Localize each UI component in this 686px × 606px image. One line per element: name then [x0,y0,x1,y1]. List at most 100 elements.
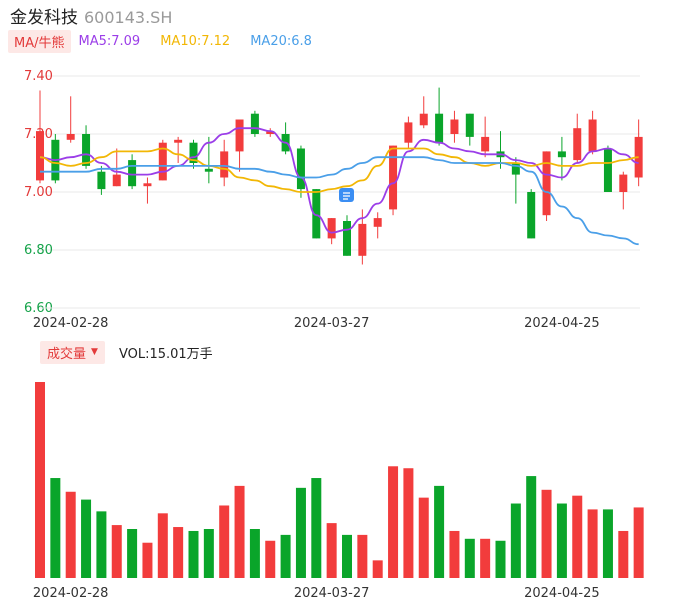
volume-bar [403,468,414,578]
y-tick-label: 7.40 [24,69,53,84]
candle-body [435,113,444,143]
volume-bar [572,495,583,578]
volume-bar [142,542,153,578]
volume-bar [526,476,537,578]
volume-bar [295,487,306,578]
ma10-line [39,147,639,193]
volume-bar [633,507,644,578]
candle-body [204,168,213,172]
volume-bar [65,491,76,578]
volume-bar [434,485,445,578]
volume-x-tick-label: 2024-03-27 [294,586,370,601]
price-x-axis: 2024-02-28 2024-03-27 2024-04-25 [33,307,640,331]
candle-body [327,218,336,239]
volume-bar [265,540,276,578]
x-tick-label: 2024-04-25 [524,316,600,331]
volume-bar [35,382,45,578]
ma-indicator-tab[interactable]: MA/牛熊 [8,29,71,53]
volume-indicator-tab[interactable]: 成交量 ▼ [40,340,105,364]
candle-body [235,119,244,152]
candle-body [557,151,566,158]
candle-body [36,131,44,181]
volume-x-tick-label: 2024-04-25 [524,586,600,601]
y-tick-label: 6.60 [24,301,53,316]
volume-bar [111,525,122,578]
volume-value: VOL:15.01万手 [118,346,213,362]
volume-bar [280,534,291,578]
volume-bar [81,499,92,578]
candle-body [82,134,91,166]
volume-bar [418,497,429,578]
y-tick-label: 6.80 [24,243,53,258]
candle-body [189,142,198,163]
volume-bar [219,505,230,578]
candle-body [481,136,490,152]
volume-bar [464,538,475,578]
candle-body [450,119,459,134]
volume-bar [249,529,260,578]
volume-bar [50,478,61,578]
moving-average-lines [39,127,639,246]
candle-body [66,134,75,140]
ma5-legend: MA5:7.09 [78,33,141,49]
volume-tab-label: 成交量 [47,346,87,362]
x-tick-label: 2024-02-28 [33,316,109,331]
candle-body [373,218,382,227]
event-marker-box [339,188,354,202]
volume-bar [234,485,245,578]
volume-bar [127,529,138,578]
ma20-legend: MA20:6.8 [250,33,312,49]
volume-bar [157,513,168,578]
volume-bar-series [35,382,644,578]
x-tick-label: 2024-03-27 [294,316,370,331]
stock-header: 金发科技 600143.SH [10,3,173,28]
stock-name: 金发科技 [10,8,78,28]
volume-x-tick-label: 2024-02-28 [33,586,109,601]
candle-body [112,174,121,187]
candle-body [97,171,106,190]
candle-body [358,223,367,256]
candlestick-series [36,87,643,265]
candle-body [312,189,321,239]
candle-body [527,192,536,239]
stock-code: 600143.SH [84,8,173,27]
candle-body [143,183,152,187]
candle-body [573,128,582,161]
volume-bar [188,530,199,578]
volume-bar [326,523,337,578]
volume-bar [372,560,383,578]
candle-body [419,113,428,126]
ma-legend: MA/牛熊 MA5:7.09 MA10:7.12 MA20:6.8 [8,29,332,53]
volume-bar [388,466,399,578]
volume-bar [495,540,506,578]
volume-bar [587,509,598,578]
candle-body [220,151,229,178]
volume-legend: 成交量 ▼ VOL:15.01万手 [40,340,213,364]
volume-bar [618,530,629,578]
candle-body [158,142,167,181]
ma5-line [39,127,639,234]
volume-bar [602,509,613,578]
candle-body [266,131,275,134]
volume-bar [203,529,214,578]
event-marker-icon[interactable] [339,188,354,202]
volume-bar [480,538,491,578]
event-marker-lines [343,192,350,200]
candle-body [128,160,137,187]
volume-bar [96,511,107,578]
volume-bar [541,489,552,578]
volume-bar [357,534,368,578]
candle-body [404,122,413,143]
candle-body [619,174,628,192]
ma10-legend: MA10:7.12 [160,33,231,49]
candle-body [511,163,520,175]
candle-body [250,113,259,134]
y-tick-label: 7.00 [24,185,53,200]
volume-x-axis: 2024-02-28 2024-03-27 2024-04-25 [33,586,600,601]
volume-bar [342,534,352,578]
price-axis: 7.407.207.006.806.60 [24,69,53,316]
candle-body [343,221,351,256]
candle-body [296,148,305,190]
volume-bar [311,478,322,578]
